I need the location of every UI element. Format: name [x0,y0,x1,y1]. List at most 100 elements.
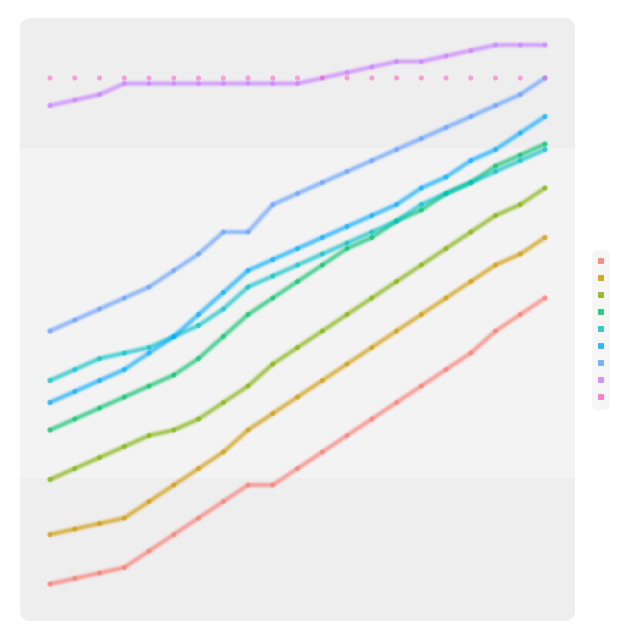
legend-key-1 [598,258,604,264]
series-2-point-6 [171,482,177,488]
series-8-point-17 [443,53,449,59]
series-1-point-19 [492,328,499,334]
series-9-point-3 [96,75,103,81]
series-2 [47,234,548,538]
series-9-point-14 [369,75,375,81]
series-9-point-18 [468,75,474,81]
series-8-point-13 [344,69,350,76]
series-5-point-15 [393,218,400,224]
series-9-point-9 [245,75,251,81]
series-5-point-12 [319,251,325,257]
legend-key-9 [598,394,604,400]
series-4-point-21 [542,141,548,147]
series-1-point-12 [319,449,325,455]
series-9-point-7 [195,75,202,81]
series-6-point-13 [344,223,350,230]
series-9-point-20 [517,75,523,81]
series-5-point-4 [121,350,127,356]
series-8-point-4 [121,80,127,87]
series-4-point-19 [492,163,499,169]
series-2-point-19 [492,262,499,268]
series-3-point-11 [294,344,301,351]
series-9-point-5 [146,75,152,81]
series-8-point-21 [542,42,548,48]
series-7-point-19 [492,102,499,109]
series-3-point-2 [72,465,78,472]
series-4-point-12 [319,262,325,268]
series-9-point-12 [319,75,325,81]
series-1-point-5 [146,548,152,554]
series-1 [47,295,548,587]
series-7-point-5 [146,284,152,290]
legend [592,250,610,410]
series-7-point-3 [96,306,103,312]
series-6-point-4 [121,366,127,373]
series-8-point-6 [171,80,177,87]
series-3-point-21 [542,185,548,191]
series-1-point-7 [195,515,202,521]
series-2-point-4 [121,515,127,521]
series-2-point-5 [146,498,152,505]
series-2-point-20 [517,251,523,257]
series-8-point-19 [492,42,499,48]
series-1-point-18 [468,350,474,356]
series-9-point-1 [47,75,53,81]
series-8-point-16 [418,58,424,65]
series-1-point-11 [294,465,301,472]
series-7-point-4 [121,295,127,301]
series-8-point-9 [245,80,251,87]
series-3-point-18 [468,229,474,235]
series-7-point-1 [47,328,53,334]
series-2-point-13 [344,361,350,367]
series-5-point-1 [47,377,53,384]
series-6-point-7 [195,311,202,318]
series-6-point-1 [47,399,53,406]
series-8-point-15 [393,58,400,65]
series-2-point-17 [443,295,449,301]
series-6-point-2 [72,388,78,395]
series-3-point-1 [47,476,53,483]
legend-key-8 [598,377,604,383]
series-9-point-8 [220,75,226,81]
series-6-point-10 [270,256,276,263]
series-6-point-11 [294,245,301,252]
series-6-point-14 [369,212,375,219]
background-overlay [20,148,575,478]
series-3-point-8 [220,399,226,406]
series-7-point-9 [245,229,251,235]
series-9-point-6 [171,75,177,81]
series-4-point-7 [195,355,202,362]
series-1-point-20 [517,311,523,318]
series-6-point-20 [517,130,523,136]
series-6-point-15 [393,201,400,208]
series-2-point-11 [294,394,301,400]
series-4-point-5 [146,383,152,389]
series-5-point-16 [418,201,424,208]
series-6-point-6 [171,333,177,340]
series-9-point-10 [270,75,276,81]
series-8 [47,42,548,109]
series-3-point-9 [245,383,251,389]
series-3-point-3 [96,454,103,461]
series-3-point-7 [195,416,202,422]
series-4-point-10 [270,295,276,301]
series-1-point-4 [121,564,127,571]
series-7-point-18 [468,113,474,120]
series-8-point-8 [220,80,226,87]
series-1-point-21 [542,295,548,301]
series-9-point-4 [121,75,127,81]
series-5-point-18 [468,179,474,186]
series-layer [47,42,548,587]
series-8-point-10 [270,80,276,87]
series-6-point-18 [468,157,474,164]
series-7-point-15 [393,146,400,153]
series-4-point-20 [517,152,523,158]
series-5-point-10 [270,273,276,279]
series-5-point-11 [294,262,301,268]
series-5-point-8 [220,306,226,312]
series-5-point-20 [517,157,523,164]
series-1-point-15 [393,399,400,406]
series-1-point-1 [47,581,53,587]
series-7-point-7 [195,251,202,257]
